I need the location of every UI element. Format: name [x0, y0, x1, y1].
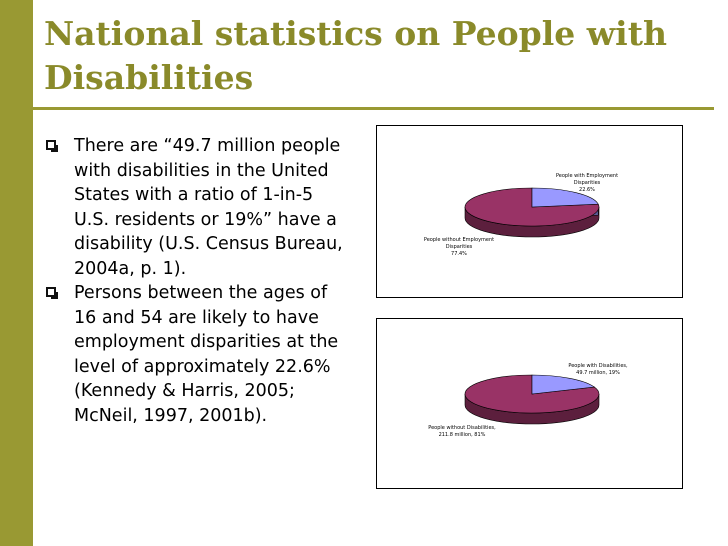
pie-slice [531, 187, 599, 208]
pie-slice-label: People with Employment Disparities 22.6% [556, 173, 618, 193]
checkbox-bullet-icon [46, 287, 58, 299]
pie-slice-label: People without Employment Disparities 77.4… [424, 237, 494, 257]
bullet-list: There are “49.7 million people with disa… [44, 134, 344, 428]
pie-slice [531, 374, 596, 395]
pie-slice-label: People without Disabilities, 211.8 millio… [428, 425, 496, 438]
title-line-1: National statistics on People with [44, 14, 667, 53]
title-line-2: Disabilities [44, 58, 254, 97]
employment-disparities-pie-chart: People with Employment Disparities 22.6% Pe… [376, 125, 683, 298]
checkbox-bullet-icon [46, 140, 58, 152]
slide-title: National statistics on People with Disab… [44, 12, 714, 100]
disabilities-population-pie-chart: People with Disabilities, 49.7 million, 1… [376, 318, 683, 489]
pie-chart-svg: People with Employment Disparities 22.6% Pe… [424, 173, 618, 257]
bullet-text: Persons between the ages of 16 and 54 ar… [74, 283, 339, 426]
pie-slice-label: People with Disabilities, 49.7 million, 1… [568, 363, 628, 376]
title-divider [33, 107, 714, 110]
bullet-item: There are “49.7 million people with disa… [44, 134, 344, 281]
accent-sidebar [0, 0, 33, 546]
bullet-item: Persons between the ages of 16 and 54 ar… [44, 281, 344, 428]
bullet-text: There are “49.7 million people with disa… [74, 136, 343, 279]
pie-chart-svg: People with Disabilities, 49.7 million, 1… [428, 363, 628, 438]
